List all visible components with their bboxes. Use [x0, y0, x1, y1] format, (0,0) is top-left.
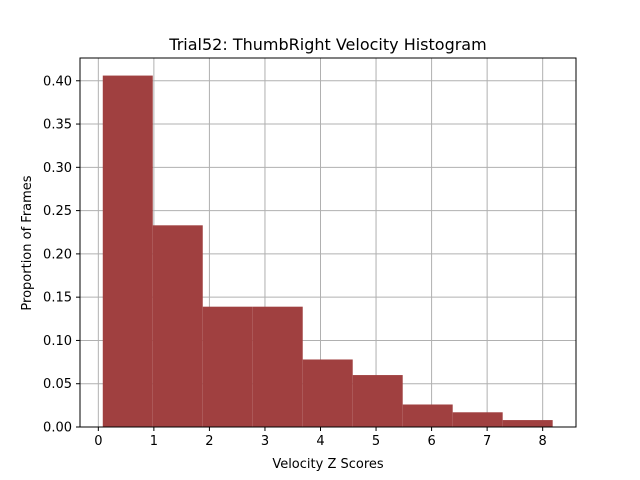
histogram-bar — [302, 359, 353, 427]
x-tick-label: 7 — [483, 434, 491, 449]
y-tick-label: 0.40 — [43, 74, 72, 89]
y-tick-label: 0.20 — [43, 247, 72, 262]
histogram-bar — [102, 75, 153, 428]
x-tick-label: 5 — [372, 434, 380, 449]
y-tick-label: 0.35 — [43, 118, 72, 133]
x-tick-label: 8 — [539, 434, 547, 449]
histogram-bar — [152, 225, 203, 427]
x-tick-label: 2 — [205, 434, 213, 449]
x-tick-label: 1 — [150, 434, 158, 449]
y-axis-label: Proportion of Frames — [20, 175, 35, 310]
chart-title: Trial52: ThumbRight Velocity Histogram — [168, 35, 486, 54]
histogram-bar — [202, 306, 253, 427]
plot-area-frame — [79, 57, 577, 428]
y-tick-label: 0.05 — [43, 377, 72, 392]
histogram-bar — [252, 306, 303, 427]
bars-layer — [102, 75, 553, 428]
x-axis-label: Velocity Z Scores — [272, 457, 384, 472]
ticks-layer: 0 1 2 3 4 5 6 7 8 0.00 0.05 0.10 0.15 0.20 0.25 0.30 0.3… — [43, 74, 547, 449]
histogram-bar — [502, 420, 553, 427]
y-tick-label: 0.25 — [43, 204, 72, 219]
histogram-bar — [452, 412, 503, 427]
x-tick-label: 4 — [316, 434, 324, 449]
y-tick-label: 0.10 — [43, 334, 72, 349]
x-tick-label: 6 — [427, 434, 435, 449]
histogram-bar — [352, 375, 403, 427]
histogram-bar — [402, 404, 453, 427]
y-tick-label: 0.30 — [43, 161, 72, 176]
x-tick-label: 3 — [261, 434, 269, 449]
x-tick-label: 0 — [94, 434, 102, 449]
y-tick-label: 0.15 — [43, 291, 72, 306]
y-tick-label: 0.00 — [43, 421, 72, 436]
